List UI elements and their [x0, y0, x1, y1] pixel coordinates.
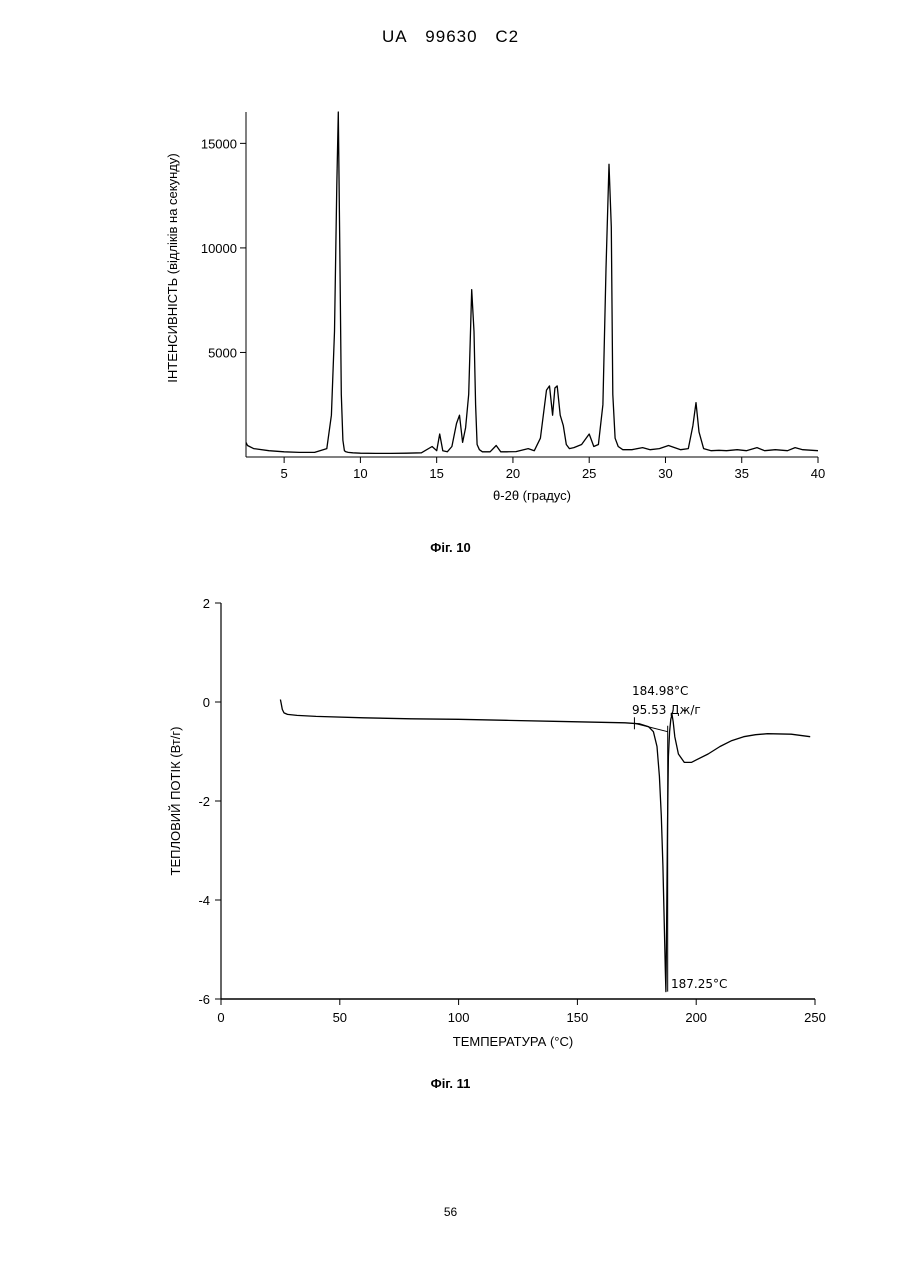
- xrd-x-tick-label: 5: [281, 466, 288, 481]
- dsc-onset-annotation: 184.98°C: [632, 684, 688, 698]
- dsc-x-tick-label: 50: [333, 1010, 347, 1025]
- xrd-y-axis-title: ІНТЕНСИВНІСТЬ (відліків на секунду): [165, 153, 180, 382]
- xrd-x-tick-label: 40: [811, 466, 825, 481]
- figure-11-caption: Фіг. 11: [0, 1076, 901, 1091]
- xrd-x-tick-label: 10: [353, 466, 367, 481]
- xrd-x-tick-label: 25: [582, 466, 596, 481]
- dsc-y-tick-label: -6: [198, 992, 210, 1007]
- xrd-y-tick-label: 5000: [208, 345, 237, 360]
- dsc-x-tick-label: 250: [804, 1010, 826, 1025]
- xrd-y-tick-label: 10000: [201, 241, 237, 256]
- dsc-y-axis-title: ТЕПЛОВИЙ ПОТІК (Вт/г): [168, 727, 183, 876]
- dsc-heat-flow-line: [280, 700, 810, 992]
- dsc-y-tick-label: 2: [203, 596, 210, 611]
- dsc-x-tick-label: 0: [217, 1010, 224, 1025]
- xrd-x-tick-label: 30: [658, 466, 672, 481]
- xrd-x-tick-label: 35: [734, 466, 748, 481]
- dsc-y-tick-label: 0: [203, 695, 210, 710]
- dsc-x-tick-label: 200: [685, 1010, 707, 1025]
- dsc-x-tick-label: 100: [448, 1010, 470, 1025]
- xrd-x-tick-label: 15: [429, 466, 443, 481]
- dsc-y-tick-label: -2: [198, 794, 210, 809]
- figure-10-caption: Фіг. 10: [0, 540, 901, 555]
- xrd-intensity-line: [246, 112, 818, 453]
- dsc-integration-baseline: [634, 723, 667, 731]
- dsc-peak-annotation: 187.25°C: [671, 977, 727, 991]
- dsc-x-tick-label: 150: [567, 1010, 589, 1025]
- xrd-x-tick-label: 20: [506, 466, 520, 481]
- dsc-x-axis-title: ТЕМПЕРАТУРА (°C): [453, 1034, 573, 1049]
- xrd-y-tick-label: 15000: [201, 136, 237, 151]
- page-number: 56: [0, 1205, 901, 1219]
- dsc-y-tick-label: -4: [198, 893, 210, 908]
- xrd-x-axis-title: θ-2θ (градус): [493, 488, 571, 503]
- dsc-enthalpy-annotation: 95.53 Дж/г: [632, 703, 701, 717]
